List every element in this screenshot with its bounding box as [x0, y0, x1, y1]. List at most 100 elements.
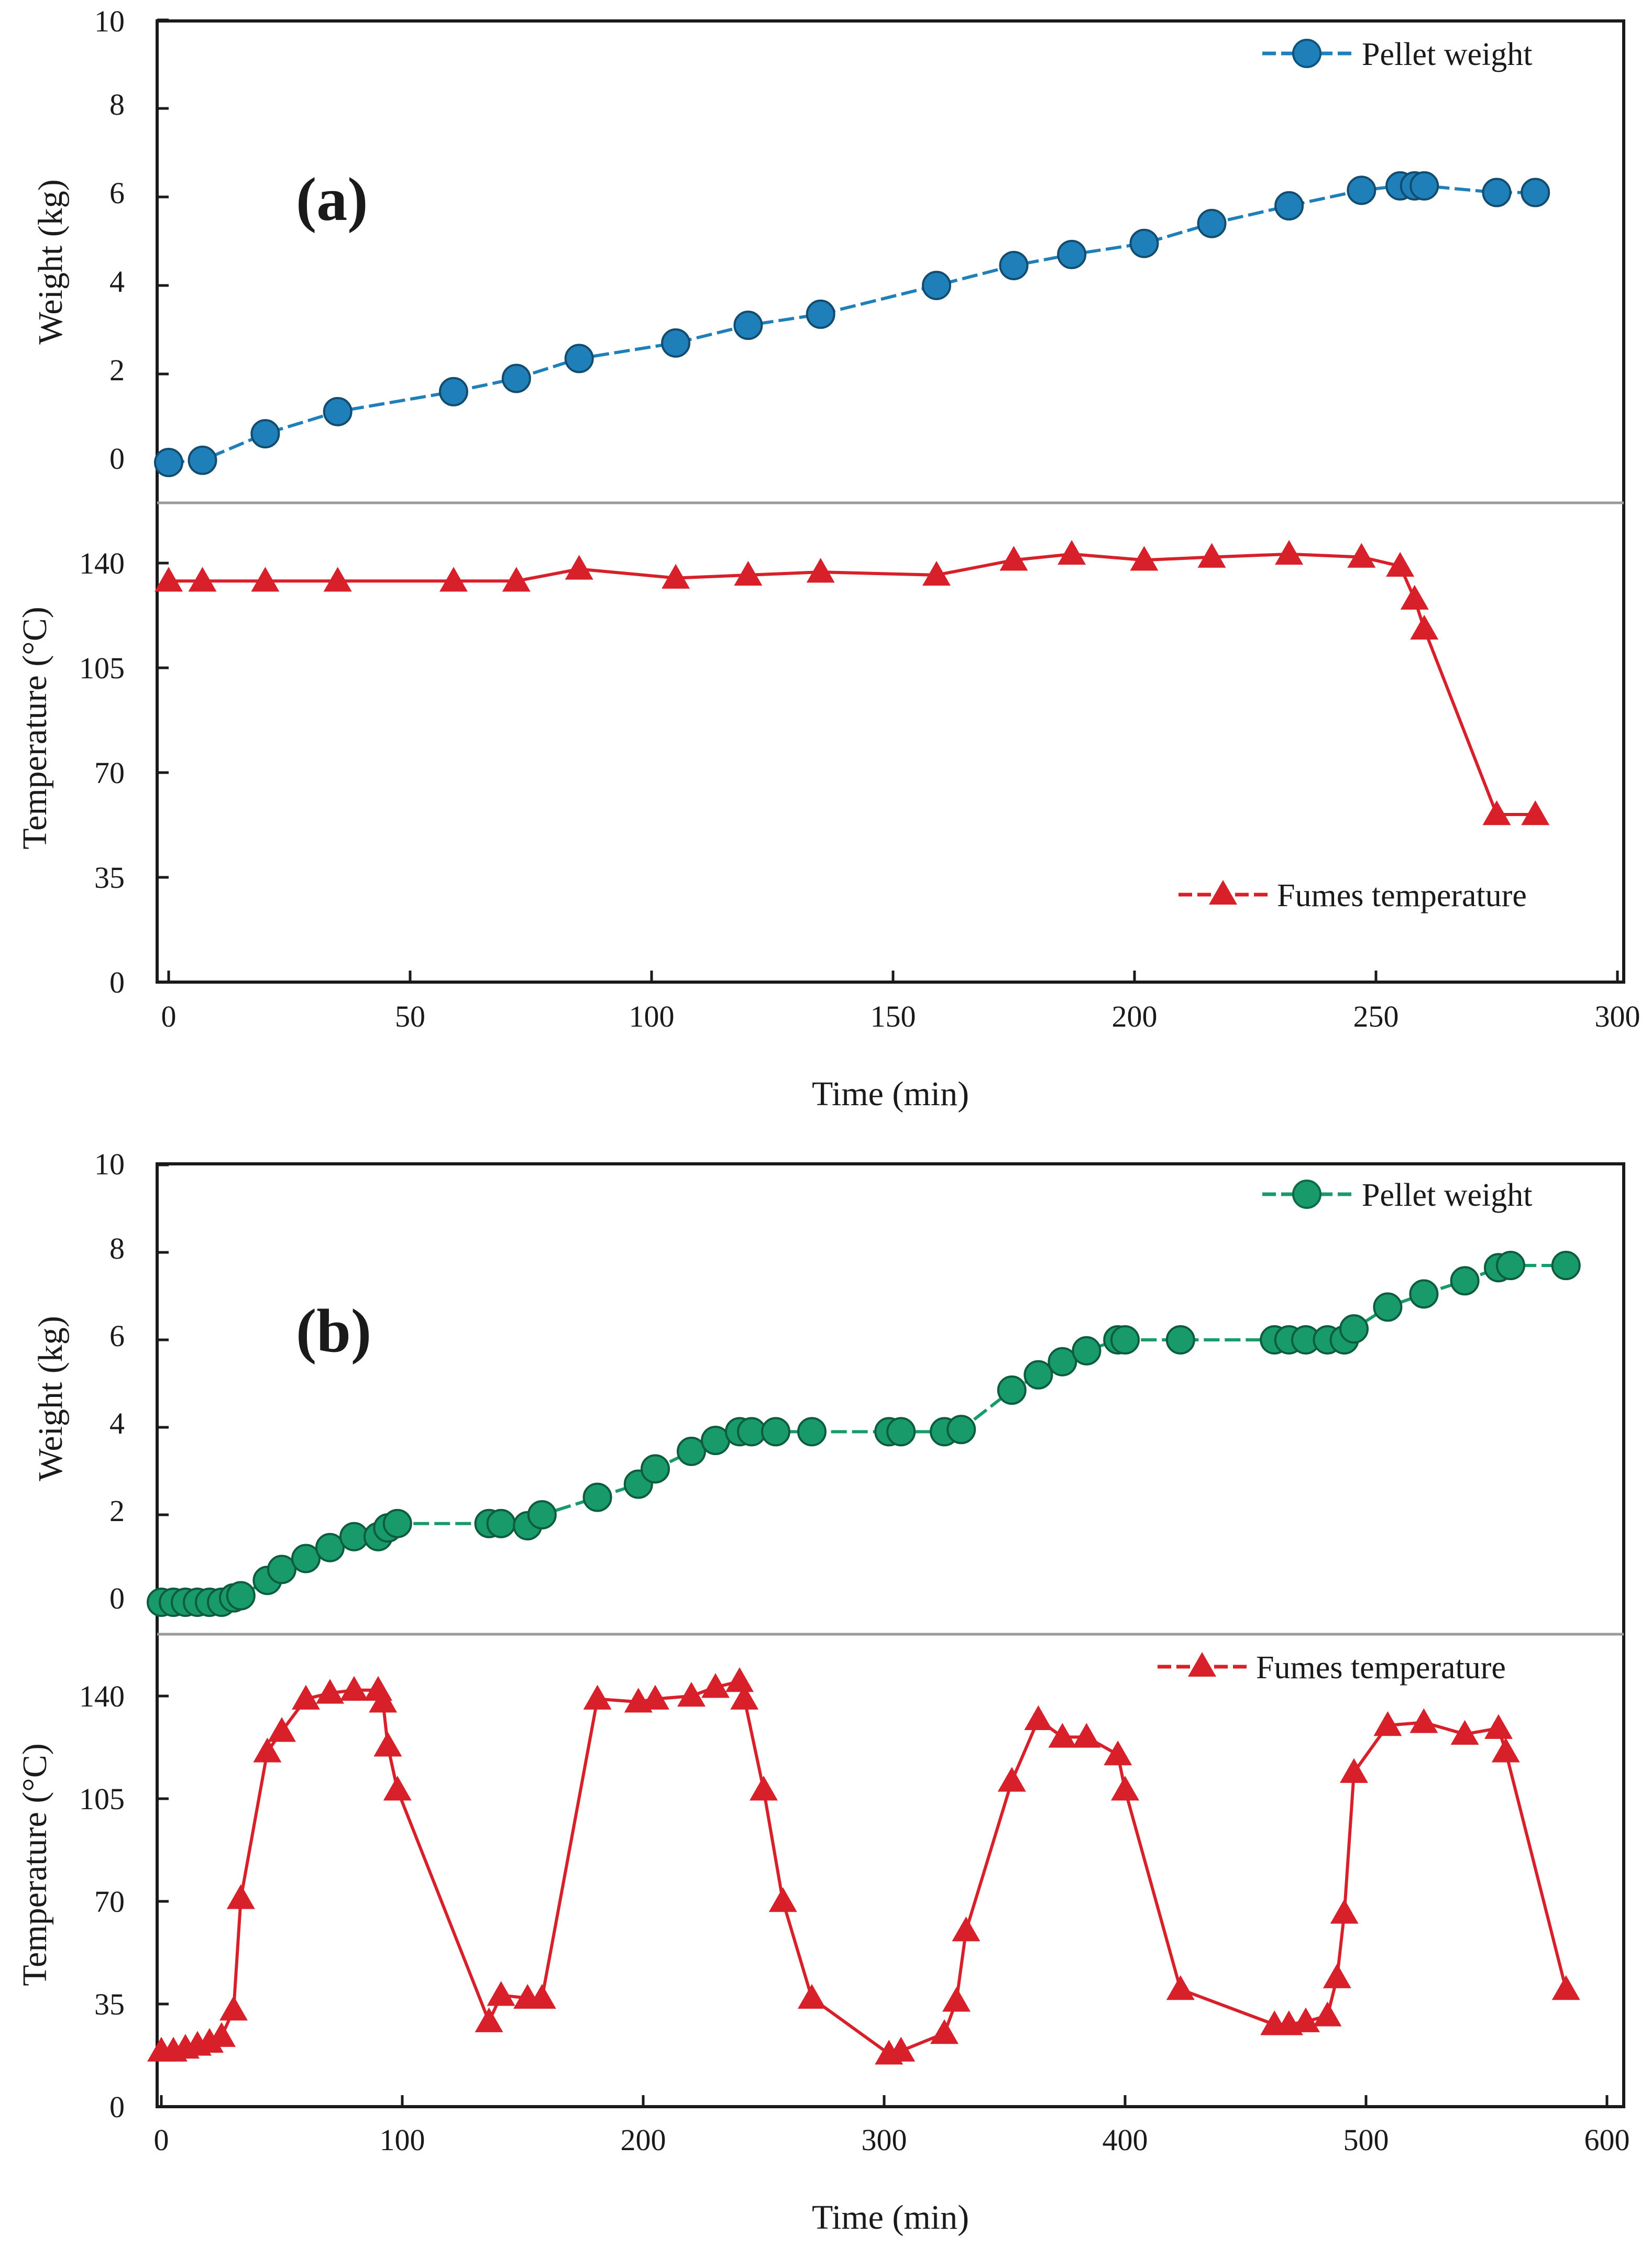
- temperature-data-point: [475, 2007, 503, 2032]
- panel-a-legend-temperature: Fumes temperature: [1179, 878, 1527, 913]
- temperature-data-point: [1058, 540, 1086, 565]
- weight-data-point: [1129, 228, 1159, 258]
- temperature-data-point: [806, 558, 835, 583]
- temperature-tick-label: 35: [94, 861, 125, 895]
- weight-data-point: [1197, 208, 1227, 238]
- panel-a: 0 2 4 6 8 10 0 35 70 105 140 0 50 100 15…: [16, 4, 1640, 1113]
- temperature-tick-label: 140: [79, 546, 125, 580]
- temperature-data-point: [1340, 1758, 1368, 1783]
- panel-b-time-axis-title: Time (min): [812, 2198, 969, 2237]
- panel-a-time-tick-labels: 0 50 100 150 200 250 300: [161, 999, 1640, 1033]
- weight-data-point: [797, 1417, 827, 1447]
- weight-data-point: [1373, 1292, 1403, 1322]
- temperature-data-point: [1292, 2007, 1320, 2032]
- temperature-data-point: [1450, 1720, 1479, 1745]
- temperature-tick-label: 0: [109, 965, 125, 999]
- weight-data-point: [1521, 178, 1550, 207]
- legend-temperature-marker: [1209, 880, 1237, 905]
- temperature-data-point: [730, 1684, 759, 1710]
- weight-tick-label: 0: [109, 442, 125, 476]
- weight-tick-label: 8: [109, 1231, 125, 1265]
- panel-a-temperature-tick-labels: 0 35 70 105 140: [79, 546, 125, 999]
- weight-data-point: [188, 445, 217, 475]
- time-tick-label: 100: [629, 999, 675, 1033]
- weight-data-point: [1347, 175, 1376, 205]
- weight-data-point: [1072, 1336, 1102, 1366]
- weight-tick-label: 2: [109, 353, 125, 387]
- weight-tick-label: 6: [109, 176, 125, 210]
- weight-data-point: [806, 299, 835, 329]
- weight-data-point: [1048, 1347, 1077, 1377]
- time-tick-label: 200: [1112, 999, 1158, 1033]
- panel-a-label: (a): [296, 165, 368, 234]
- weight-tick-label: 4: [109, 265, 125, 299]
- temperature-data-point: [1409, 1708, 1438, 1733]
- temperature-tick-label: 35: [94, 1987, 125, 2021]
- weight-data-point: [582, 1482, 612, 1512]
- weight-data-point: [661, 328, 691, 358]
- weight-data-point: [946, 1415, 976, 1445]
- weight-data-point: [154, 448, 183, 477]
- temperature-data-point: [1400, 585, 1429, 610]
- temperature-tick-label: 70: [94, 1885, 125, 1919]
- weight-data-point: [250, 419, 280, 449]
- weight-data-point: [761, 1417, 790, 1447]
- temperature-data-point: [1166, 1975, 1195, 2000]
- weight-data-point: [1110, 1325, 1140, 1355]
- panel-b-time-tick-labels: 0 100 200 300 400 500 600: [154, 2123, 1630, 2157]
- legend-weight-label: Pellet weight: [1362, 1177, 1532, 1213]
- temperature-data-point: [768, 1887, 797, 1912]
- legend-weight-marker: [1292, 1180, 1321, 1209]
- temperature-series-line: [161, 1680, 1568, 2056]
- time-tick-label: 150: [871, 999, 916, 1033]
- weight-tick-label: 10: [94, 1147, 125, 1181]
- weight-data-point: [1274, 191, 1304, 221]
- temperature-data-point: [1491, 1737, 1520, 1763]
- temperature-data-point: [798, 1984, 826, 2009]
- temperature-data-point: [226, 1884, 255, 1909]
- temperature-data-point: [251, 567, 280, 592]
- temperature-tick-label: 105: [79, 651, 125, 685]
- weight-data-point: [438, 377, 468, 406]
- temperature-data-point: [1130, 546, 1159, 571]
- time-tick-label: 300: [862, 2123, 907, 2157]
- temperature-data-point: [1323, 1963, 1351, 1988]
- temperature-data-point: [439, 567, 468, 592]
- temperature-data-point: [207, 2022, 236, 2047]
- legend-weight-label: Pellet weight: [1362, 37, 1532, 72]
- weight-data-point: [564, 344, 594, 373]
- weight-data-point: [382, 1509, 412, 1538]
- temperature-data-point: [1313, 2001, 1342, 2027]
- weight-data-point: [997, 1375, 1027, 1405]
- time-tick-label: 400: [1103, 2123, 1148, 2157]
- panel-b-legend-temperature: Fumes temperature: [1158, 1650, 1506, 1686]
- legend-temperature-label: Fumes temperature: [1256, 1650, 1506, 1686]
- temperature-data-point: [942, 1987, 971, 2012]
- temperature-data-point: [487, 1981, 515, 2006]
- weight-tick-label: 10: [94, 4, 125, 38]
- weight-data-point: [641, 1454, 670, 1484]
- temperature-tick-label: 140: [79, 1679, 125, 1713]
- temperature-data-point: [887, 2036, 916, 2062]
- weight-series-line: [168, 184, 1536, 464]
- temperature-data-point: [340, 1676, 368, 1701]
- temperature-data-point: [1410, 614, 1439, 640]
- weight-data-point: [486, 1509, 516, 1538]
- panel-a-series: [154, 171, 1550, 825]
- weight-data-point: [527, 1500, 557, 1529]
- weight-data-point: [1057, 239, 1087, 269]
- temperature-data-point: [316, 1679, 344, 1704]
- temperature-data-point: [662, 564, 690, 589]
- weight-data-point: [999, 250, 1029, 280]
- weight-data-point: [226, 1581, 256, 1611]
- weight-data-point: [1409, 171, 1439, 201]
- temperature-data-point: [725, 1667, 754, 1692]
- temperature-data-point: [373, 1732, 402, 1757]
- temperature-data-point: [292, 1684, 320, 1710]
- weight-data-point: [677, 1436, 706, 1466]
- panel-a-ticks: [157, 18, 1619, 984]
- weight-tick-label: 4: [109, 1406, 125, 1440]
- weight-data-point: [1409, 1279, 1439, 1309]
- time-tick-label: 500: [1343, 2123, 1389, 2157]
- weight-data-point: [733, 311, 763, 340]
